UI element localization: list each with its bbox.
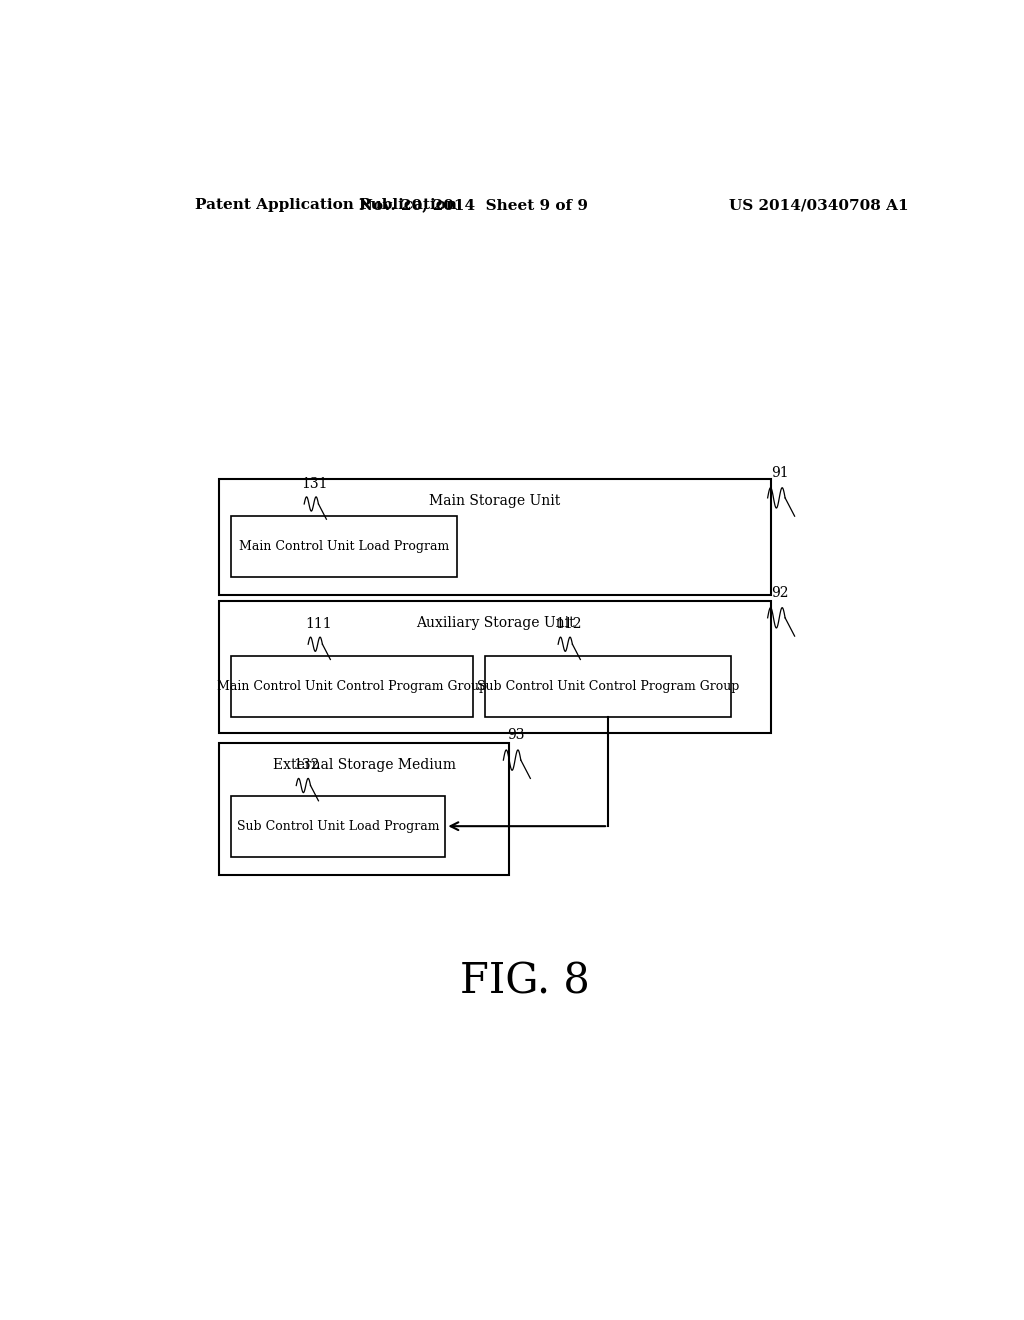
Bar bbox=[231, 796, 445, 857]
Bar bbox=[485, 656, 731, 718]
Text: Main Control Unit Control Program Group: Main Control Unit Control Program Group bbox=[217, 680, 487, 693]
Text: Patent Application Publication: Patent Application Publication bbox=[196, 198, 458, 213]
Text: Main Control Unit Load Program: Main Control Unit Load Program bbox=[240, 540, 450, 553]
Text: Sub Control Unit Control Program Group: Sub Control Unit Control Program Group bbox=[477, 680, 739, 693]
Text: 131: 131 bbox=[301, 477, 328, 491]
Text: FIG. 8: FIG. 8 bbox=[460, 961, 590, 1003]
Bar bbox=[219, 479, 771, 595]
Text: 132: 132 bbox=[293, 758, 319, 772]
Text: Sub Control Unit Load Program: Sub Control Unit Load Program bbox=[237, 820, 439, 833]
Bar bbox=[231, 516, 458, 577]
Text: 111: 111 bbox=[305, 616, 332, 631]
Text: 112: 112 bbox=[555, 616, 582, 631]
Bar bbox=[219, 601, 771, 733]
Bar bbox=[219, 743, 509, 875]
Text: 92: 92 bbox=[771, 586, 788, 599]
Bar bbox=[231, 656, 473, 718]
Text: 93: 93 bbox=[507, 727, 524, 742]
Text: Main Storage Unit: Main Storage Unit bbox=[429, 494, 561, 508]
Text: External Storage Medium: External Storage Medium bbox=[272, 758, 456, 772]
Text: US 2014/0340708 A1: US 2014/0340708 A1 bbox=[729, 198, 908, 213]
Text: 91: 91 bbox=[771, 466, 788, 479]
Text: Nov. 20, 2014  Sheet 9 of 9: Nov. 20, 2014 Sheet 9 of 9 bbox=[358, 198, 588, 213]
Text: Auxiliary Storage Unit: Auxiliary Storage Unit bbox=[416, 616, 574, 630]
